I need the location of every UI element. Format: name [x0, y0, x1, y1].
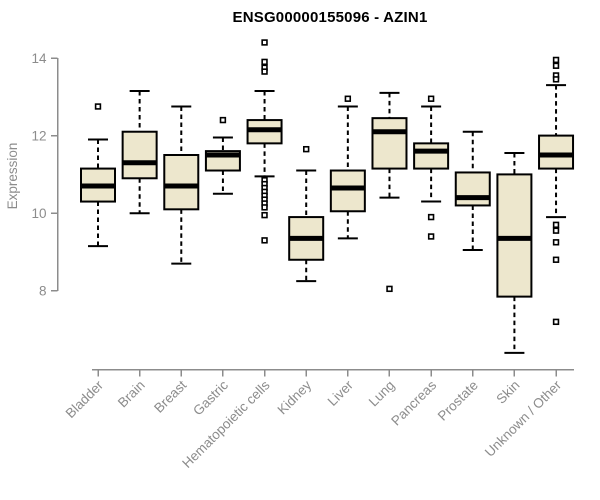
- y-tick-label: 14: [31, 51, 47, 66]
- box-breast: [163, 105, 200, 265]
- x-tick-label-pancreas: Pancreas: [388, 377, 439, 428]
- y-axis-label: Expression: [5, 142, 20, 210]
- x-tick-label-bladder: Bladder: [63, 377, 107, 421]
- iqr-box: [121, 130, 158, 180]
- outlier-point: [302, 145, 310, 153]
- iqr-box: [496, 173, 533, 298]
- box-bladder: [80, 103, 116, 248]
- box-prostate: [454, 130, 491, 252]
- outlier-point: [344, 95, 352, 102]
- outlier-point: [552, 62, 560, 69]
- outlier-point: [386, 285, 393, 293]
- outlier-point: [552, 227, 560, 234]
- outlier-point: [261, 39, 268, 46]
- outlier-point: [261, 68, 268, 75]
- outlier-point: [552, 239, 560, 246]
- outlier-point: [261, 204, 268, 211]
- outlier-point: [552, 318, 560, 326]
- chart-title: ENSG00000155096 - AZIN1: [232, 9, 428, 26]
- x-tick-label-prostate: Prostate: [435, 378, 481, 424]
- box-lung: [371, 91, 408, 293]
- x-tick-label-skin: Skin: [493, 378, 522, 407]
- outlier-point: [261, 58, 268, 66]
- iqr-box: [371, 117, 408, 170]
- box-unknown-other: [538, 56, 575, 326]
- y-tick-label: 12: [31, 128, 46, 143]
- y-axis: 8 10 12 14: [31, 51, 59, 299]
- outlier-point: [552, 256, 560, 263]
- y-tick-label: 10: [31, 206, 46, 221]
- iqr-box: [413, 142, 450, 170]
- outlier-point: [552, 56, 560, 64]
- outlier-point: [552, 76, 560, 83]
- x-tick-label-brain: Brain: [115, 378, 148, 411]
- box-liver: [329, 95, 366, 240]
- outlier-point: [94, 103, 102, 110]
- y-tick-label: 8: [39, 284, 47, 299]
- outlier-point: [427, 95, 435, 102]
- outlier-point: [261, 211, 268, 219]
- x-tick-label-lung: Lung: [366, 378, 398, 410]
- iqr-box: [163, 154, 200, 211]
- outlier-point: [427, 213, 435, 221]
- box-kidney: [288, 145, 325, 283]
- iqr-box: [454, 171, 491, 207]
- outlier-point: [219, 116, 227, 124]
- box-gastric: [204, 116, 241, 195]
- x-tick-label-breast: Breast: [151, 377, 189, 415]
- x-tick-label-gastric: Gastric: [190, 377, 231, 418]
- box-pancreas: [413, 95, 450, 240]
- iqr-box: [538, 134, 575, 170]
- outlier-point: [427, 233, 435, 240]
- box-brain: [121, 89, 158, 215]
- x-tick-label-liver: Liver: [325, 377, 357, 409]
- box-skin: [496, 152, 533, 354]
- iqr-box: [329, 169, 366, 213]
- x-tick-label-kidney: Kidney: [275, 377, 315, 417]
- outlier-point: [552, 221, 560, 229]
- outlier-point: [261, 237, 268, 244]
- x-tick-label-unknown-other: Unknown / Other: [482, 377, 565, 460]
- box-hematopoietic-cells: [246, 39, 283, 244]
